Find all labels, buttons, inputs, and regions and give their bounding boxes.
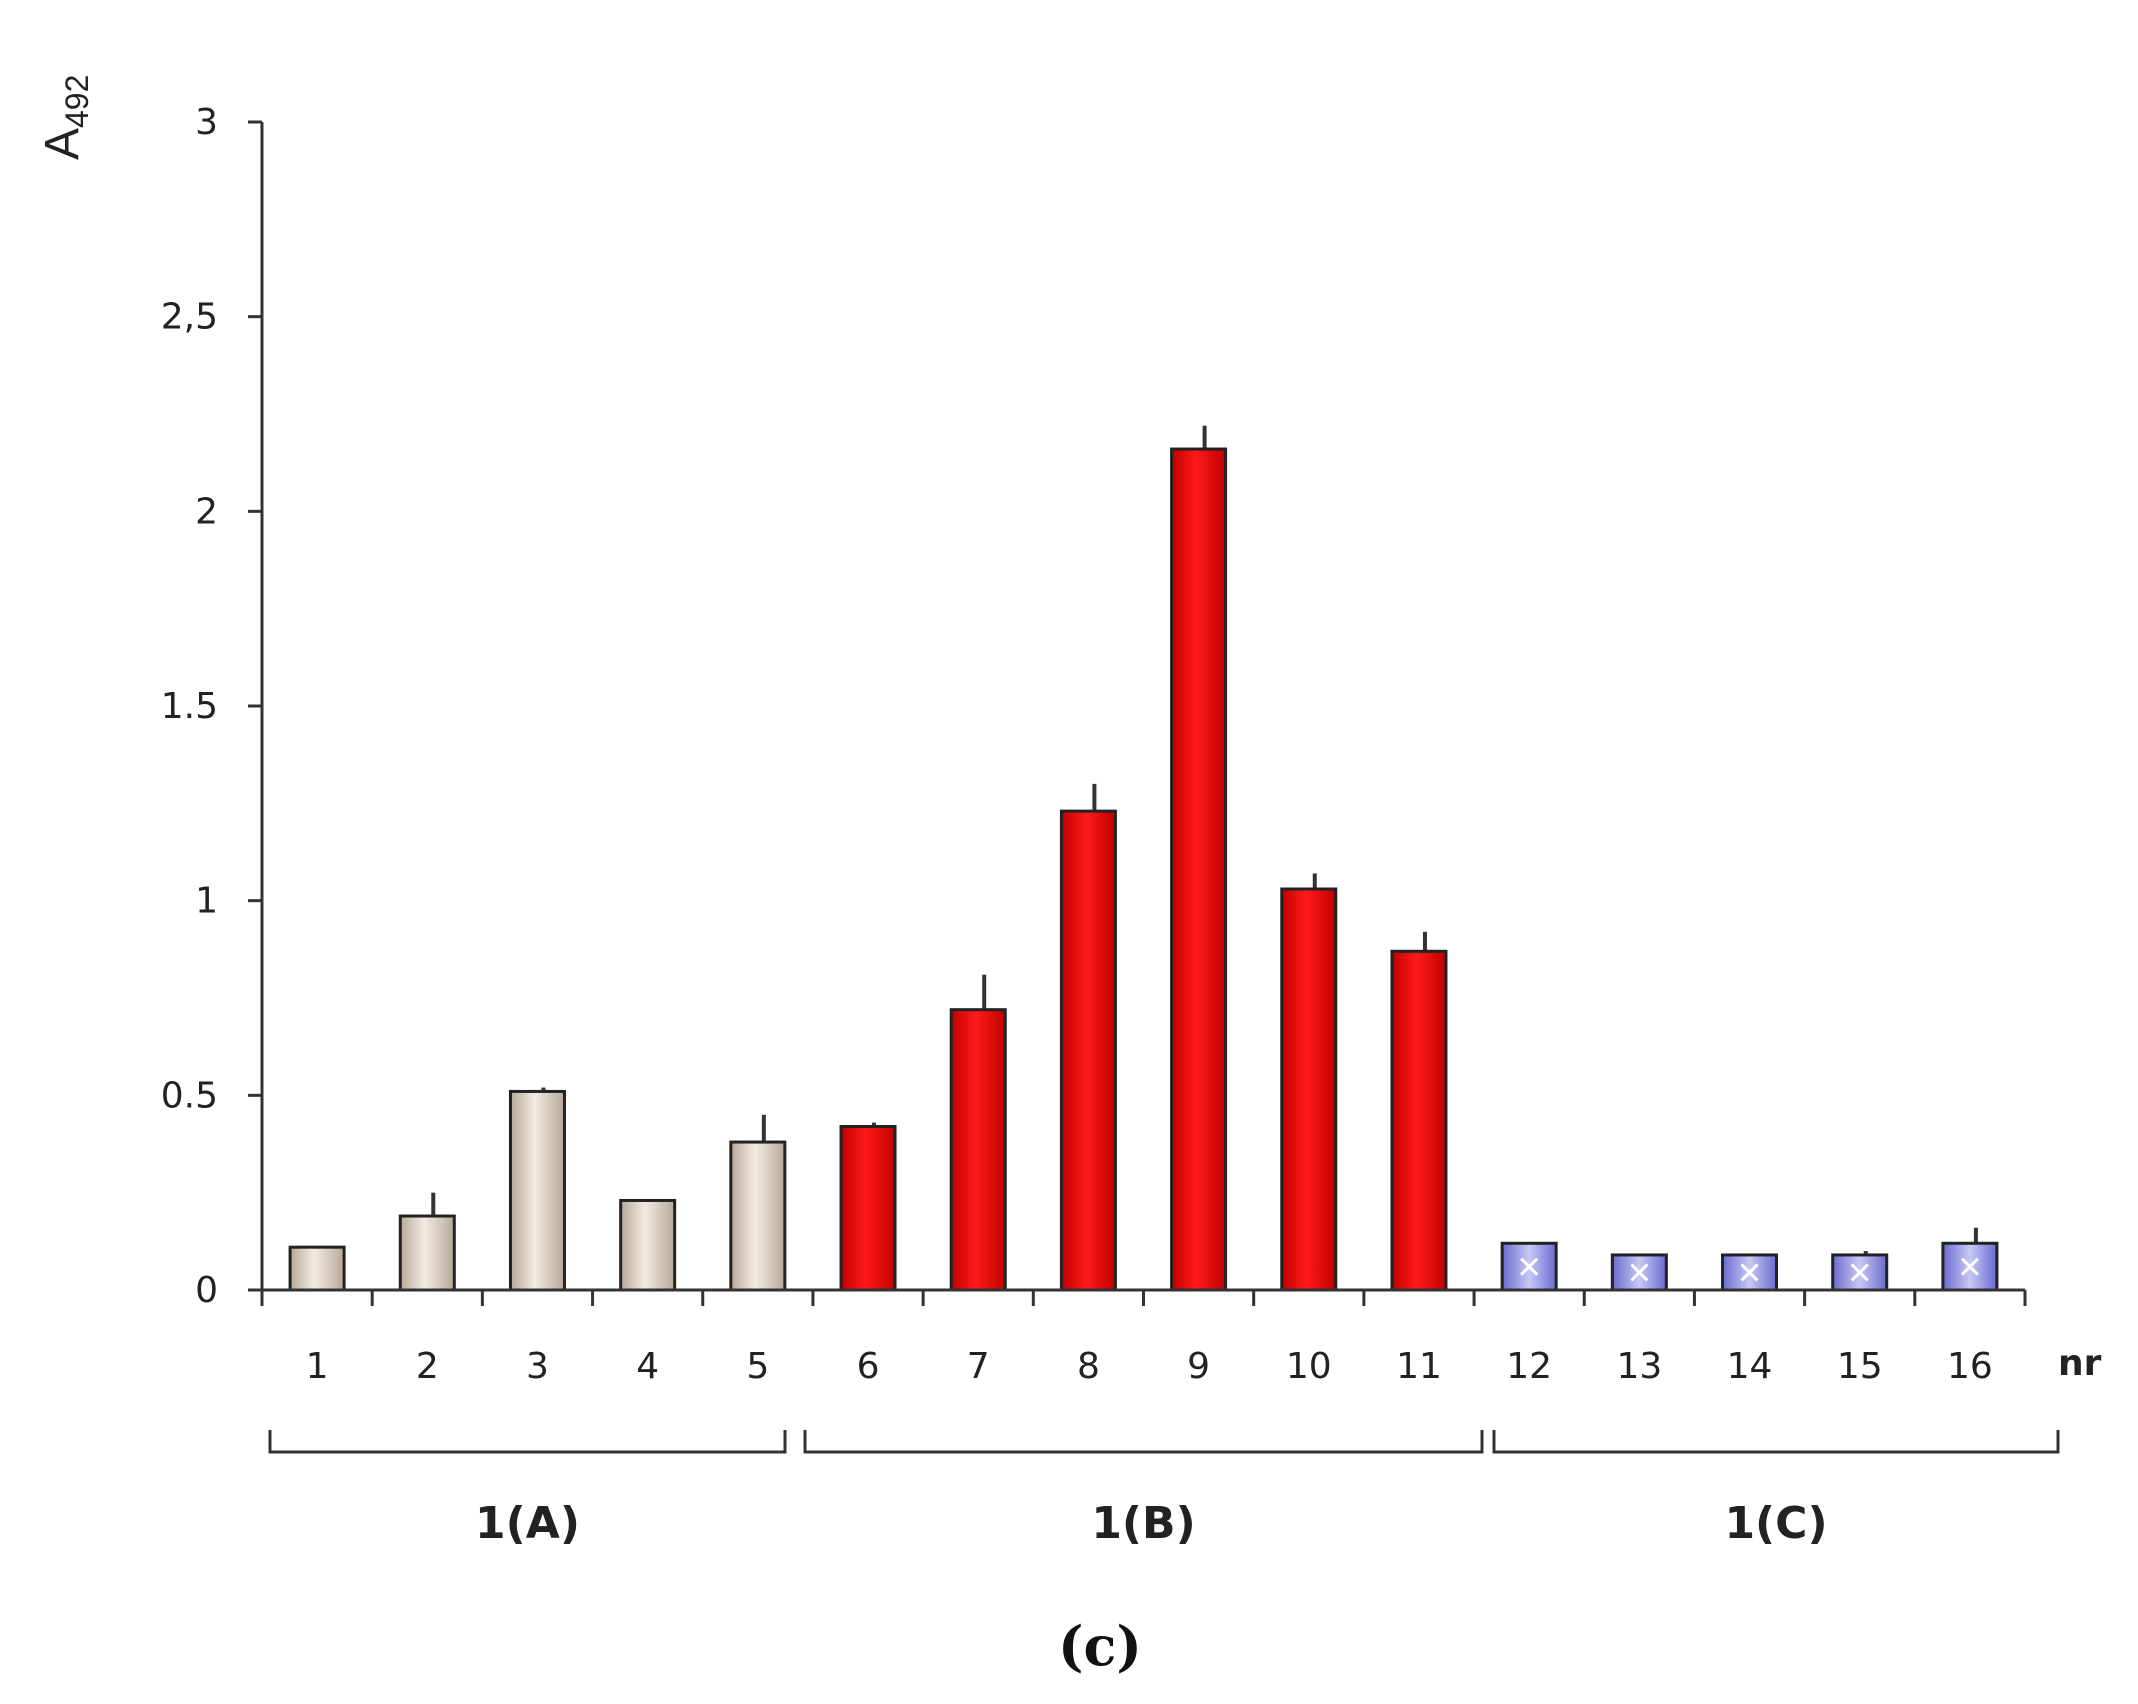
x-tick-label: 1 [306, 1346, 329, 1387]
bar-2 [398, 1214, 456, 1292]
x-tick-label: 8 [1077, 1346, 1100, 1387]
x-tick-label: 12 [1506, 1346, 1552, 1387]
x-tick-label: 14 [1727, 1346, 1773, 1387]
bar-marker [1740, 1263, 1759, 1282]
x-axis-ticks: 1 2 3 4 5 6 7 8 9 10 11 12 13 14 15 16 [260, 1290, 2027, 1387]
x-tick-label: 10 [1286, 1346, 1332, 1387]
group-label: 1(A) [475, 1498, 580, 1549]
group-brackets: 1(A) 1(B) 1(C) [268, 1430, 2060, 1549]
x-tick-label: 3 [526, 1346, 549, 1387]
x-axis-title: nr [2058, 1343, 2102, 1384]
bar-6 [839, 1124, 897, 1292]
bar-8 [1059, 809, 1117, 1292]
figure-caption: (c) [1058, 1614, 1142, 1678]
x-tick-label: 16 [1947, 1346, 1993, 1387]
bar-1 [288, 1245, 346, 1292]
group-bracket [803, 1430, 1484, 1454]
group-bracket [268, 1430, 787, 1454]
y-tick-label: 3 [195, 102, 218, 143]
x-tick-label: 5 [746, 1346, 769, 1387]
bar-marker [1520, 1257, 1539, 1276]
y-tick-label: 1 [195, 881, 218, 922]
bar-3 [508, 1089, 566, 1292]
y-tick-label: 2,5 [161, 297, 218, 338]
bar-11 [1390, 949, 1448, 1292]
y-tick-label: 0 [195, 1270, 218, 1311]
bar-marker [1850, 1263, 1869, 1282]
bar-marker [1630, 1263, 1649, 1282]
x-tick-label: 13 [1616, 1346, 1662, 1387]
x-tick-label: 9 [1187, 1346, 1210, 1387]
svg-text:A492: A492 [36, 75, 95, 160]
y-tick-label: 2 [195, 491, 218, 532]
y-tick-label: 1.5 [161, 686, 218, 727]
bar-4 [619, 1198, 677, 1292]
bars [288, 425, 1999, 1292]
x-tick-label: 6 [857, 1346, 880, 1387]
x-tick-label: 15 [1837, 1346, 1883, 1387]
y-axis-title-main: A [36, 128, 89, 160]
bar-marker [1960, 1257, 1979, 1276]
bar-10 [1280, 887, 1338, 1292]
group-label: 1(B) [1091, 1498, 1195, 1549]
bar-5 [729, 1140, 787, 1292]
bar-9 [1170, 447, 1228, 1292]
x-tick-label: 7 [967, 1346, 990, 1387]
x-tick-label: 11 [1396, 1346, 1442, 1387]
y-tick-label: 0.5 [161, 1075, 218, 1116]
x-tick-label: 4 [636, 1346, 659, 1387]
x-tick-label: 2 [416, 1346, 439, 1387]
y-axis-ticks: 0 0.5 1 1.5 2 2,5 3 [161, 102, 262, 1311]
group-label: 1(C) [1724, 1498, 1827, 1549]
y-axis-title: A492 [36, 75, 95, 160]
y-axis-title-subscript: 492 [59, 75, 95, 128]
group-bracket [1492, 1430, 2060, 1454]
bar-7 [949, 1008, 1007, 1292]
